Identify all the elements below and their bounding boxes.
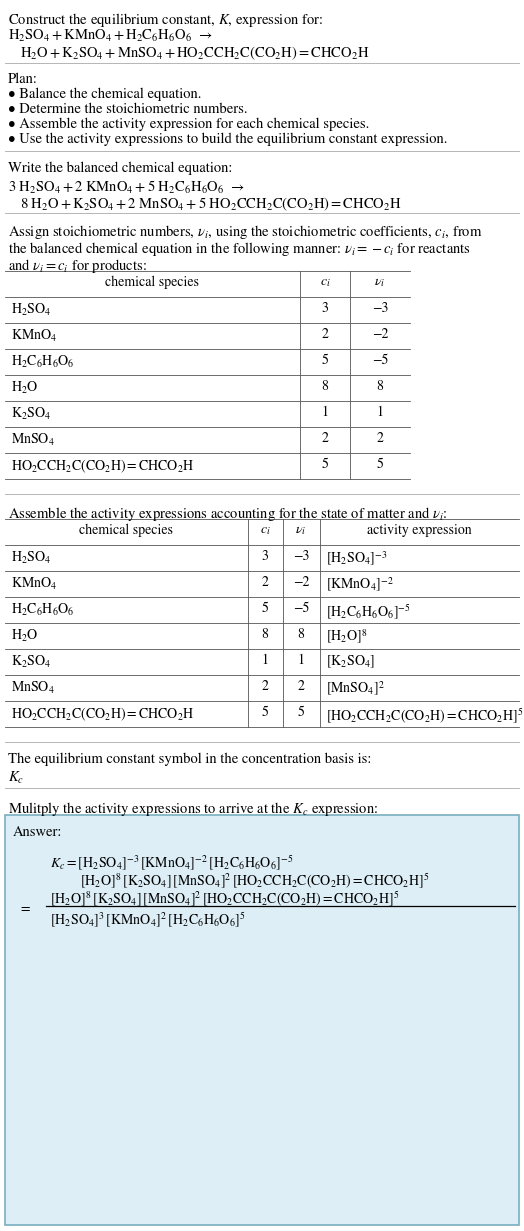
Text: $\mathrm{H_2C_6H_6O_6}$: $\mathrm{H_2C_6H_6O_6}$ xyxy=(11,602,74,618)
Text: $[\mathrm{H_2C_6H_6O_6}]^{-5}$: $[\mathrm{H_2C_6H_6O_6}]^{-5}$ xyxy=(326,602,411,620)
Text: Write the balanced chemical equation:: Write the balanced chemical equation: xyxy=(8,162,232,175)
Text: $\mathrm{MnSO_4}$: $\mathrm{MnSO_4}$ xyxy=(11,680,55,696)
Text: 2: 2 xyxy=(322,432,329,446)
Text: 1: 1 xyxy=(322,406,329,420)
Text: • Use the activity expressions to build the equilibrium constant expression.: • Use the activity expressions to build … xyxy=(8,133,447,146)
Text: $\mathrm{HO_2CCH_2C(CO_2H){=}CHCO_2H}$: $\mathrm{HO_2CCH_2C(CO_2H){=}CHCO_2H}$ xyxy=(11,707,194,724)
Text: $[\mathrm{K_2SO_4}]$: $[\mathrm{K_2SO_4}]$ xyxy=(326,654,375,671)
Text: $\mathrm{H_2SO_4}$: $\mathrm{H_2SO_4}$ xyxy=(11,302,51,318)
Text: $\mathrm{H_2O + K_2SO_4 + MnSO_4 + HO_2CCH_2C(CO_2H){=}CHCO_2H}$: $\mathrm{H_2O + K_2SO_4 + MnSO_4 + HO_2C… xyxy=(20,46,369,63)
Text: chemical species: chemical species xyxy=(79,524,173,538)
Text: $[\mathrm{HO_2CCH_2C(CO_2H){=}CHCO_2H}]^5$: $[\mathrm{HO_2CCH_2C(CO_2H){=}CHCO_2H}]^… xyxy=(326,707,523,725)
Bar xyxy=(5,815,519,1225)
Text: 2: 2 xyxy=(298,680,304,693)
Text: $[\mathrm{KMnO_4}]^{-2}$: $[\mathrm{KMnO_4}]^{-2}$ xyxy=(326,576,394,595)
Text: −5: −5 xyxy=(372,355,388,367)
Text: −2: −2 xyxy=(372,327,388,341)
Text: 2: 2 xyxy=(261,576,268,590)
Text: $\mathrm{K_2SO_4}$: $\mathrm{K_2SO_4}$ xyxy=(11,654,51,670)
Text: $\mathrm{MnSO_4}$: $\mathrm{MnSO_4}$ xyxy=(11,432,55,448)
Text: $\mathrm{HO_2CCH_2C(CO_2H){=}CHCO_2H}$: $\mathrm{HO_2CCH_2C(CO_2H){=}CHCO_2H}$ xyxy=(11,458,194,475)
Text: and $\nu_i = c_i$ for products:: and $\nu_i = c_i$ for products: xyxy=(8,257,147,275)
Text: Mulitply the activity expressions to arrive at the $K_c$ expression:: Mulitply the activity expressions to arr… xyxy=(8,800,378,819)
Text: 5: 5 xyxy=(322,355,329,367)
Text: $\mathrm{3\ H_2SO_4 + 2\ KMnO_4 + 5\ H_2C_6H_6O_6}$  →: $\mathrm{3\ H_2SO_4 + 2\ KMnO_4 + 5\ H_2… xyxy=(8,178,245,196)
Text: • Assemble the activity expression for each chemical species.: • Assemble the activity expression for e… xyxy=(8,118,369,132)
Text: 8: 8 xyxy=(298,628,304,641)
Text: $\mathrm{H_2SO_4 + KMnO_4 + H_2C_6H_6O_6}$  →: $\mathrm{H_2SO_4 + KMnO_4 + H_2C_6H_6O_6… xyxy=(8,28,213,44)
Text: 1: 1 xyxy=(298,654,304,667)
Text: • Determine the stoichiometric numbers.: • Determine the stoichiometric numbers. xyxy=(8,103,247,117)
Text: $\mathrm{H_2C_6H_6O_6}$: $\mathrm{H_2C_6H_6O_6}$ xyxy=(11,355,74,371)
Text: 5: 5 xyxy=(298,707,304,719)
Text: • Balance the chemical equation.: • Balance the chemical equation. xyxy=(8,87,201,101)
Text: Construct the equilibrium constant, $K$, expression for:: Construct the equilibrium constant, $K$,… xyxy=(8,11,323,30)
Text: 3: 3 xyxy=(261,550,268,564)
Text: 5: 5 xyxy=(322,458,329,471)
Text: $\mathrm{H_2SO_4}$: $\mathrm{H_2SO_4}$ xyxy=(11,550,51,566)
Text: $[\mathrm{MnSO_4}]^2$: $[\mathrm{MnSO_4}]^2$ xyxy=(326,680,385,698)
Text: Assemble the activity expressions accounting for the state of matter and $\nu_i$: Assemble the activity expressions accoun… xyxy=(8,505,447,523)
Text: 8: 8 xyxy=(261,628,268,641)
Text: $[\mathrm{H_2O}]^8\,[\mathrm{K_2SO_4}]\,[\mathrm{MnSO_4}]^2\,[\mathrm{HO_2CCH_2C: $[\mathrm{H_2O}]^8\,[\mathrm{K_2SO_4}]\,… xyxy=(50,889,399,908)
Text: $\mathrm{K_2SO_4}$: $\mathrm{K_2SO_4}$ xyxy=(11,406,51,422)
Text: Assign stoichiometric numbers, $\nu_i$, using the stoichiometric coefficients, $: Assign stoichiometric numbers, $\nu_i$, … xyxy=(8,223,483,241)
Text: 5: 5 xyxy=(261,602,268,616)
Text: The equilibrium constant symbol in the concentration basis is:: The equilibrium constant symbol in the c… xyxy=(8,753,372,767)
Text: $\mathrm{H_2O}$: $\mathrm{H_2O}$ xyxy=(11,380,38,396)
Text: $K_c = [\mathrm{H_2SO_4}]^{-3}\,[\mathrm{KMnO_4}]^{-2}\,[\mathrm{H_2C_6H_6O_6}]^: $K_c = [\mathrm{H_2SO_4}]^{-3}\,[\mathrm… xyxy=(50,853,293,872)
Text: $\mathrm{KMnO_4}$: $\mathrm{KMnO_4}$ xyxy=(11,576,57,592)
Text: −2: −2 xyxy=(293,576,309,590)
Text: chemical species: chemical species xyxy=(105,276,199,289)
Text: 8: 8 xyxy=(322,380,329,394)
Text: −3: −3 xyxy=(293,550,309,564)
Text: $[\mathrm{H_2SO_4}]^3\,[\mathrm{KMnO_4}]^2\,[\mathrm{H_2C_6H_6O_6}]^5$: $[\mathrm{H_2SO_4}]^3\,[\mathrm{KMnO_4}]… xyxy=(50,910,246,929)
Text: 2: 2 xyxy=(261,680,268,693)
Text: 2: 2 xyxy=(377,432,384,446)
Text: 5: 5 xyxy=(261,707,268,719)
Text: 2: 2 xyxy=(322,327,329,341)
Text: $\mathrm{H_2O}$: $\mathrm{H_2O}$ xyxy=(11,628,38,644)
Text: $=$: $=$ xyxy=(18,901,31,915)
Text: the balanced chemical equation in the following manner: $\nu_i = -c_i$ for react: the balanced chemical equation in the fo… xyxy=(8,240,471,259)
Text: $\nu_i$: $\nu_i$ xyxy=(375,276,386,289)
Text: 8: 8 xyxy=(377,380,384,394)
Text: 1: 1 xyxy=(261,654,268,667)
Text: −3: −3 xyxy=(372,302,388,315)
Text: −5: −5 xyxy=(293,602,309,616)
Text: Plan:: Plan: xyxy=(8,73,38,86)
Text: $c_i$: $c_i$ xyxy=(259,524,270,538)
Text: 5: 5 xyxy=(377,458,384,471)
Text: 1: 1 xyxy=(377,406,384,420)
Text: $\nu_i$: $\nu_i$ xyxy=(296,524,307,538)
Text: $[\mathrm{H_2O}]^8$: $[\mathrm{H_2O}]^8$ xyxy=(326,628,367,646)
Text: $\mathrm{8\ H_2O + K_2SO_4 + 2\ MnSO_4 + 5\ HO_2CCH_2C(CO_2H){=}CHCO_2H}$: $\mathrm{8\ H_2O + K_2SO_4 + 2\ MnSO_4 +… xyxy=(20,196,402,213)
Text: $c_i$: $c_i$ xyxy=(320,276,330,289)
Text: 3: 3 xyxy=(322,302,329,315)
Text: $[\mathrm{H_2O}]^8\,[\mathrm{K_2SO_4}]\,[\mathrm{MnSO_4}]^2\,[\mathrm{HO_2CCH_2C: $[\mathrm{H_2O}]^8\,[\mathrm{K_2SO_4}]\,… xyxy=(80,872,429,890)
Text: $K_c$: $K_c$ xyxy=(8,771,24,787)
Text: $[\mathrm{H_2SO_4}]^{-3}$: $[\mathrm{H_2SO_4}]^{-3}$ xyxy=(326,550,388,569)
Text: activity expression: activity expression xyxy=(367,524,471,538)
Text: Answer:: Answer: xyxy=(13,826,62,840)
Text: $\mathrm{KMnO_4}$: $\mathrm{KMnO_4}$ xyxy=(11,327,57,345)
